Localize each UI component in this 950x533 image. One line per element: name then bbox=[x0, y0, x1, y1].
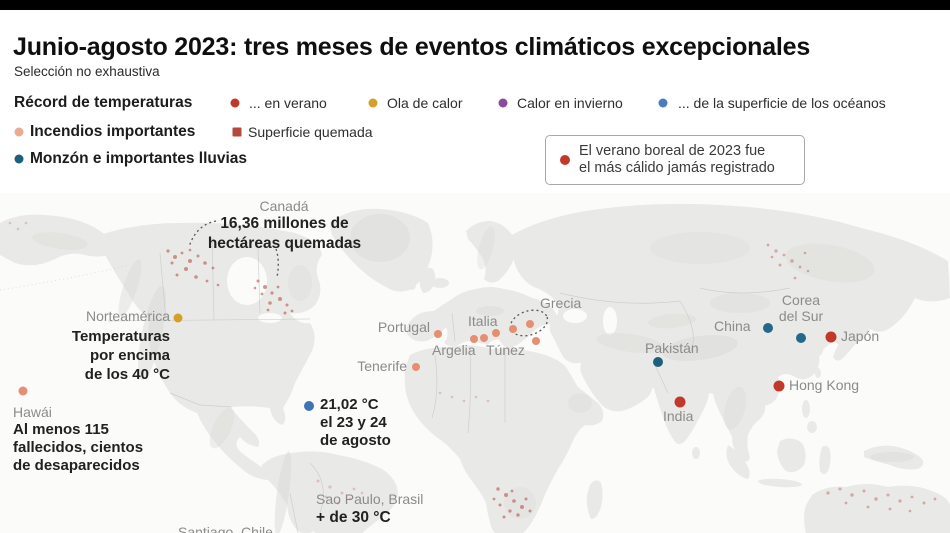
label-italia: Italia bbox=[468, 313, 498, 329]
label-sao-paulo: Sao Paulo, Brasil bbox=[316, 491, 424, 507]
callout-red-dot-icon bbox=[560, 155, 570, 165]
legend-item-calor-invierno: Calor en invierno bbox=[517, 95, 623, 111]
label-tunez: Túnez bbox=[486, 342, 525, 358]
callout-line2: el más cálido jamás registrado bbox=[579, 160, 775, 176]
map-dot-japon-summer-record bbox=[825, 331, 837, 343]
callout-box: El verano boreal de 2023 fue el más cáli… bbox=[545, 135, 805, 185]
map-dot-atlantic-ocean-record bbox=[304, 401, 314, 411]
corea-line2: del Sur bbox=[778, 308, 824, 324]
label-pakistan: Pakistán bbox=[645, 340, 699, 356]
hawai-stat-line2: fallecidos, cientos bbox=[13, 439, 144, 456]
map-dot-pakistan-monsoon bbox=[653, 357, 663, 367]
burned-area-speckles bbox=[8, 221, 937, 519]
annotation-canada-stat: 16,36 millones de hectáreas quemadas bbox=[182, 214, 387, 254]
map-dot-hawai-fire bbox=[18, 386, 28, 396]
legend-item-incendios: Incendios importantes bbox=[30, 123, 196, 140]
label-hawai: Hawái bbox=[13, 404, 52, 420]
atlantic-stat-line1: 21,02 °C bbox=[320, 396, 379, 413]
annotation-sao-paulo-stat: + de 30 °C bbox=[316, 509, 391, 526]
callout-line1: El verano boreal de 2023 fue bbox=[579, 143, 766, 159]
label-hong-kong: Hong Kong bbox=[789, 377, 860, 393]
canada-stat-line1: 16,36 millones de bbox=[220, 215, 349, 232]
label-china: China bbox=[714, 318, 751, 334]
canada-stat-line2: hectáreas quemadas bbox=[207, 235, 362, 252]
annotation-norteamerica-stat: Temperaturas por encima de los 40 °C bbox=[38, 327, 170, 384]
legend-dot-calor-invierno-icon bbox=[498, 98, 508, 108]
norteamerica-stat-line2: por encima bbox=[89, 347, 170, 364]
world-map bbox=[0, 193, 950, 533]
legend-dot-oceanos-icon bbox=[658, 98, 668, 108]
annotation-hawai-stat: Al menos 115 fallecidos, cientos de desa… bbox=[13, 421, 143, 475]
map-dot-china-rain bbox=[763, 323, 773, 333]
label-tenerife: Tenerife bbox=[357, 358, 407, 374]
label-argelia: Argelia bbox=[432, 342, 476, 358]
norteamerica-stat-line1: Temperaturas bbox=[71, 328, 170, 345]
map-dot-grecia-fire bbox=[526, 320, 534, 328]
label-norteamerica: Norteamérica bbox=[85, 308, 170, 324]
map-dot-tenerife-fire bbox=[412, 363, 420, 371]
legend-dot-ola-de-calor-icon bbox=[368, 98, 378, 108]
label-corea-del-sur: Corea del Sur bbox=[770, 292, 832, 324]
hawai-stat-line1: Al menos 115 bbox=[13, 421, 109, 438]
map-dot-mediterranean-fire bbox=[470, 335, 478, 343]
map-dot-mediterranean-fire bbox=[492, 329, 500, 337]
legend-item-ola-de-calor: Ola de calor bbox=[387, 95, 463, 111]
map-dot-hong-kong-summer-record bbox=[773, 380, 785, 392]
atlantic-stat-line3: de agosto bbox=[320, 432, 391, 449]
page-title: Junio-agosto 2023: tres meses de eventos… bbox=[13, 32, 811, 61]
top-black-bar bbox=[0, 0, 950, 10]
label-japon: Japón bbox=[841, 328, 880, 344]
callout-text: El verano boreal de 2023 fue el más cáli… bbox=[579, 143, 775, 177]
legend-title: Récord de temperaturas bbox=[14, 94, 193, 111]
legend-dot-verano-icon bbox=[230, 98, 240, 108]
subtitle: Selección no exhaustiva bbox=[14, 64, 160, 79]
label-portugal: Portugal bbox=[377, 319, 430, 335]
map-dot-norteamerica-heatwave bbox=[173, 313, 183, 323]
inland-seas bbox=[227, 257, 617, 335]
legend-item-superficie: Superficie quemada bbox=[248, 124, 373, 140]
legend-item-oceanos: ... de la superficie de los océanos bbox=[678, 95, 886, 111]
legend-item-verano: ... en verano bbox=[249, 95, 327, 111]
corea-line1: Corea bbox=[781, 292, 821, 308]
label-grecia: Grecia bbox=[540, 295, 582, 311]
map-dot-italia-fire bbox=[509, 325, 517, 333]
map-dot-corea-rain bbox=[796, 333, 806, 343]
legend-square-superficie-icon bbox=[232, 127, 242, 137]
annotation-atlantic-stat: 21,02 °C el 23 y 24 de agosto bbox=[320, 396, 391, 450]
hawai-stat-line3: de desaparecidos bbox=[13, 457, 140, 474]
legend-dot-monzon-icon bbox=[14, 154, 24, 164]
norteamerica-stat-line3: de los 40 °C bbox=[84, 366, 170, 383]
label-santiago: Santiago, Chile bbox=[178, 524, 273, 533]
relief-texture bbox=[32, 214, 914, 533]
label-india: India bbox=[663, 408, 694, 424]
legend-dot-incendios-icon bbox=[14, 127, 24, 137]
map-dot-portugal-fire bbox=[434, 330, 442, 338]
legend-item-monzon: Monzón e importantes lluvias bbox=[30, 150, 248, 167]
atlantic-stat-line2: el 23 y 24 bbox=[320, 414, 387, 431]
map-dot-india-summer-record bbox=[674, 396, 686, 408]
map-dot-mediterranean-fire bbox=[480, 334, 488, 342]
country-borders bbox=[0, 237, 791, 533]
map-dot-mediterranean-fire bbox=[532, 337, 540, 345]
label-canada: Canadá bbox=[259, 198, 309, 214]
